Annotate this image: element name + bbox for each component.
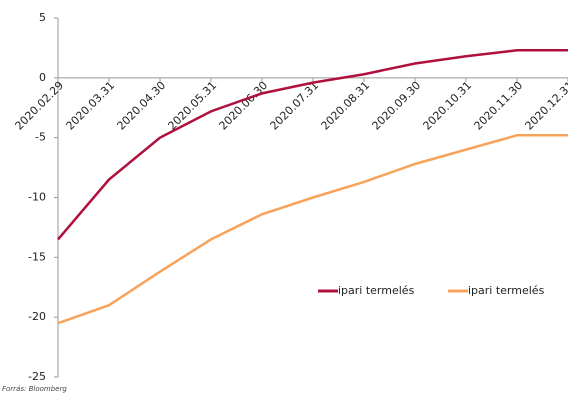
x-tick-label: 2020.05.31 bbox=[166, 79, 220, 133]
x-tick-label: 2020.09.30 bbox=[370, 79, 424, 133]
series-line bbox=[57, 49, 568, 241]
y-tick-label: -10 bbox=[28, 191, 46, 204]
legend-label: ipari termelés bbox=[468, 284, 545, 297]
legend-label: ipari termelés bbox=[338, 284, 415, 297]
x-tick-label: 2020.11.30 bbox=[472, 79, 526, 133]
x-tick-label: 2020.03.31 bbox=[64, 79, 118, 133]
y-tick-label: -15 bbox=[28, 250, 46, 263]
y-tick-label: -20 bbox=[28, 310, 46, 323]
y-tick-label: -5 bbox=[35, 131, 46, 144]
x-tick-label: 2020.04.30 bbox=[115, 79, 169, 133]
x-tick-label: 2020.12.31 bbox=[523, 79, 568, 133]
series-line bbox=[57, 134, 568, 325]
x-tick-label: 2020.10.31 bbox=[421, 79, 475, 133]
y-tick-label: 5 bbox=[39, 11, 46, 24]
x-tick-label: 2020.08.31 bbox=[319, 79, 373, 133]
source-note: Forrás: Bloomberg bbox=[2, 385, 67, 393]
y-tick-label: 0 bbox=[39, 71, 46, 84]
y-tick-label: -25 bbox=[28, 370, 46, 383]
